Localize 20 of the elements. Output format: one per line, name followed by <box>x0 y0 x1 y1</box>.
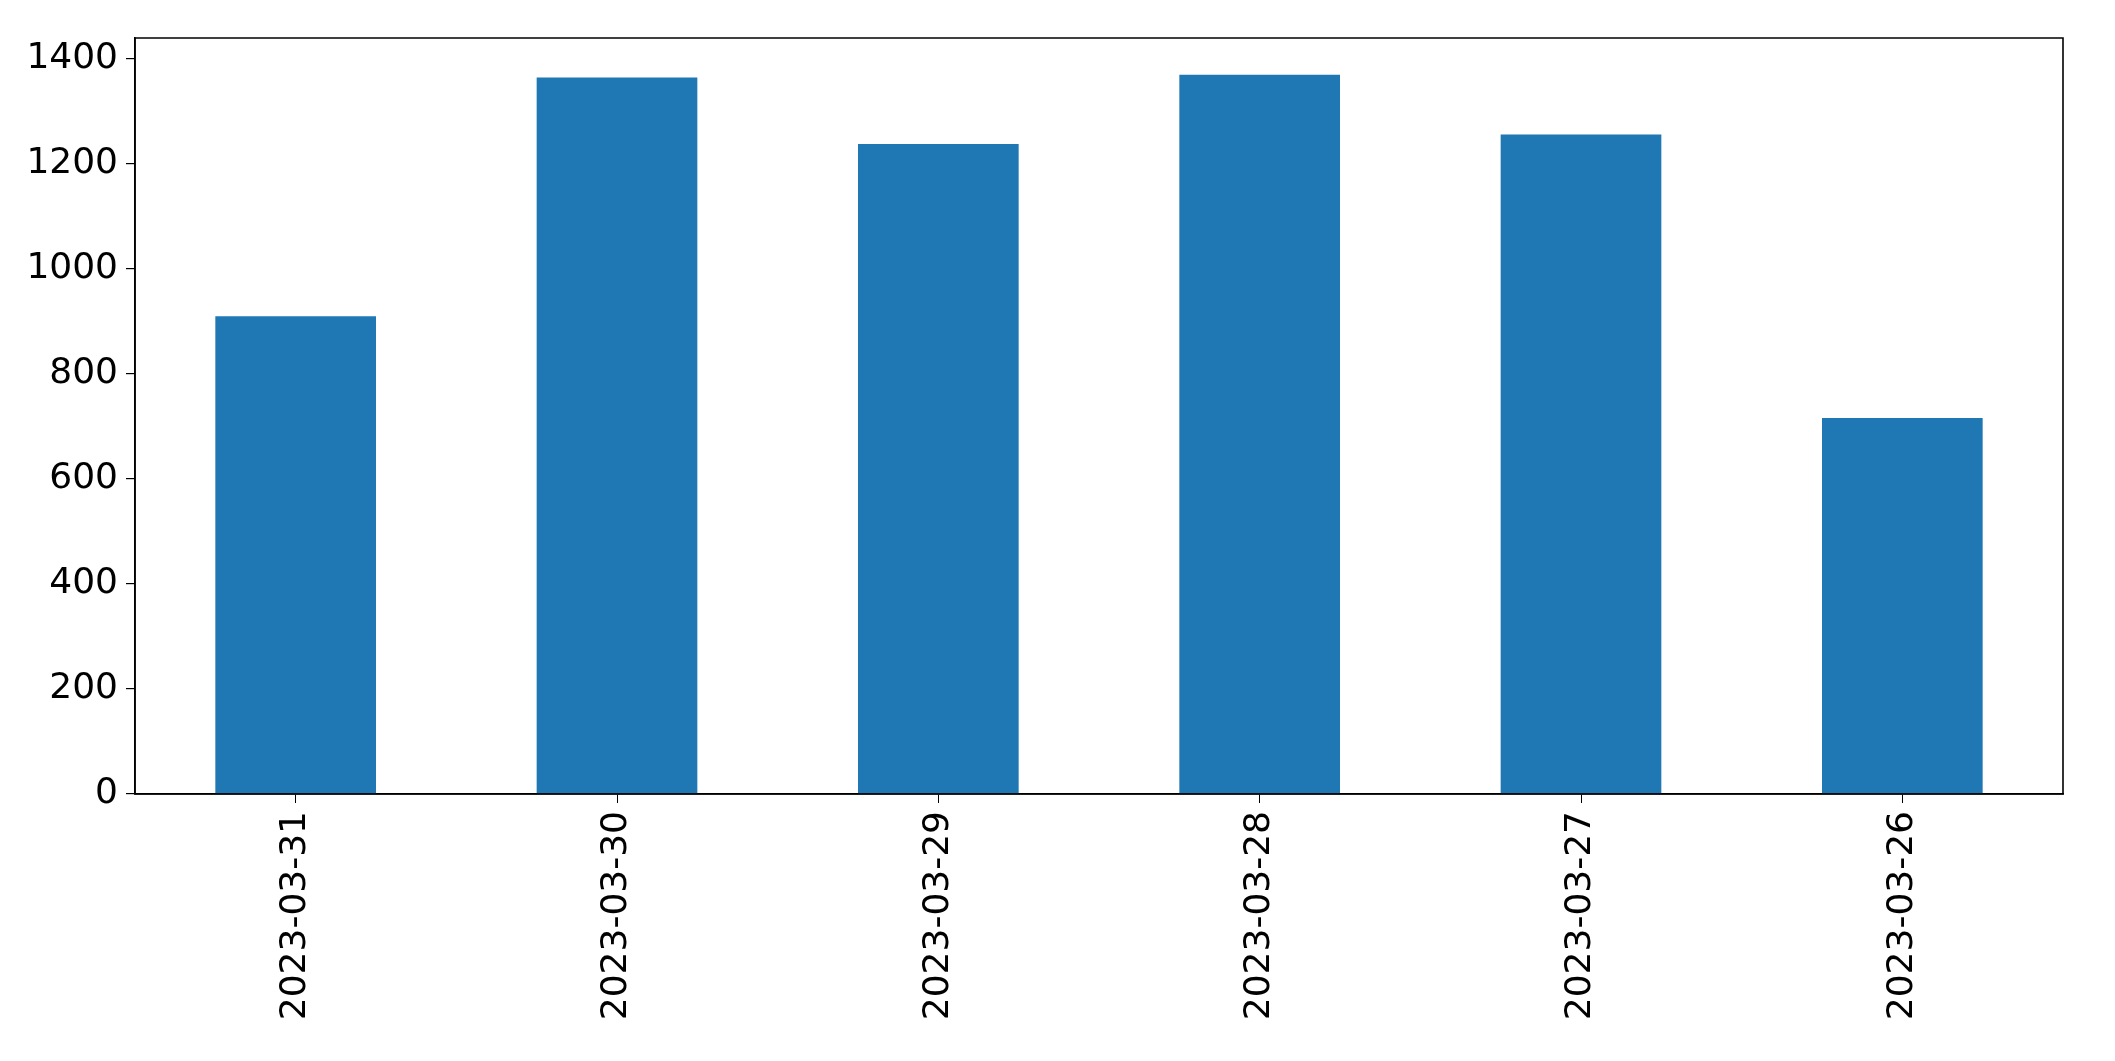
bar <box>215 316 376 794</box>
x-tick-label: 2023-03-27 <box>1557 811 1599 1021</box>
x-tick-label: 2023-03-26 <box>1878 811 1920 1021</box>
y-tick-label: 400 <box>49 560 118 602</box>
y-tick-label: 1400 <box>26 35 118 77</box>
bar <box>1179 74 1340 794</box>
x-tick-label: 2023-03-28 <box>1236 811 1278 1021</box>
x-tick-label: 2023-03-29 <box>914 811 956 1021</box>
bar <box>1822 418 1983 794</box>
bar <box>536 77 698 794</box>
y-tick-label: 800 <box>49 350 118 392</box>
y-tick-label: 0 <box>95 770 118 812</box>
x-tick-label: 2023-03-30 <box>593 811 635 1021</box>
bar <box>858 144 1019 794</box>
y-tick-label: 1200 <box>26 140 118 182</box>
bar <box>1500 134 1662 794</box>
y-tick-label: 1000 <box>26 245 118 287</box>
y-tick-label: 600 <box>49 455 118 497</box>
x-tick-label: 2023-03-31 <box>272 811 314 1021</box>
y-tick-label: 200 <box>49 665 118 707</box>
